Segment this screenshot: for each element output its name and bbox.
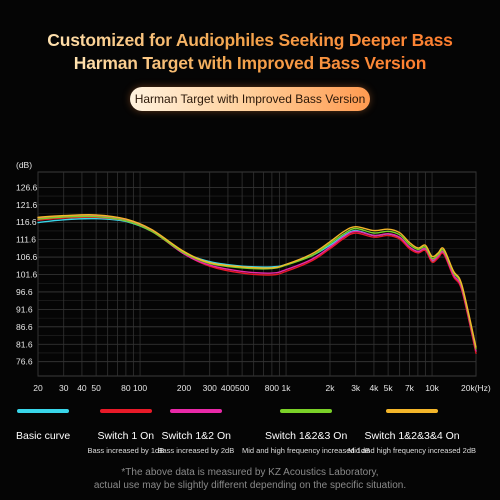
y-tick-label: 96.6 xyxy=(16,287,33,297)
version-badge: Harman Target with Improved Bass Version xyxy=(130,87,370,111)
series-line-switch-1-on xyxy=(37,216,477,354)
x-tick-label: 5k xyxy=(384,383,394,393)
x-tick-label: 80 xyxy=(121,383,131,393)
legend-description: Bass increased by 2dB xyxy=(157,446,235,455)
x-tick-label: 500 xyxy=(235,383,249,393)
y-tick-label: 86.6 xyxy=(16,322,33,332)
legend-swatch xyxy=(100,409,152,413)
x-tick-label: 1k xyxy=(282,383,292,393)
x-tick-label: 20k(Hz) xyxy=(461,383,491,393)
headline-line-1: Customized for Audiophiles Seeking Deepe… xyxy=(0,30,500,51)
y-tick-label: 91.6 xyxy=(16,304,33,314)
x-tick-label: 100 xyxy=(133,383,147,393)
y-tick-label: 111.6 xyxy=(16,235,36,245)
y-tick-label: 76.6 xyxy=(16,357,33,367)
footnote-line-1: *The above data is measured by KZ Acoust… xyxy=(121,467,379,478)
legend-label: Switch 1&2 On xyxy=(161,430,231,442)
legend-swatch xyxy=(170,409,222,413)
legend-label: Switch 1&2&3&4 On xyxy=(364,430,460,442)
legend-swatch xyxy=(280,409,332,413)
x-tick-label: 800 xyxy=(265,383,279,393)
legend-description: Mid and high frequency increased 2dB xyxy=(348,446,476,455)
y-axis-label: (dB) xyxy=(16,160,32,170)
x-tick-label: 4k xyxy=(369,383,379,393)
y-tick-label: 106.6 xyxy=(16,252,38,262)
footnote-line-2: actual use may be slightly different dep… xyxy=(93,480,407,491)
x-tick-label: 300 xyxy=(203,383,217,393)
headline-text-1: Customized for Audiophiles Seeking Deepe… xyxy=(47,30,453,50)
legend-label: Basic curve xyxy=(16,430,71,442)
y-tick-label: 126.6 xyxy=(16,182,38,192)
series-line-switch-1-2-3-on xyxy=(37,215,477,350)
legend-description: Mid and high frequency increased 1dB xyxy=(242,446,370,455)
legend-description: Bass increased by 1dB xyxy=(87,446,165,455)
y-tick-label: 121.6 xyxy=(16,200,38,210)
legend-swatch xyxy=(386,409,438,413)
series-line-basic-curve xyxy=(37,217,477,353)
y-tick-label: 116.6 xyxy=(16,217,37,227)
y-tick-label: 81.6 xyxy=(16,339,33,349)
x-tick-label: 30 xyxy=(59,383,69,393)
x-tick-label: 20 xyxy=(33,383,43,393)
series-line-switch-1-2-3-4-on xyxy=(37,214,477,348)
frequency-response-chart: 126.6 121.6 116.6 111.6 106.6 101.6 96.6 91.6 86… xyxy=(16,160,491,393)
x-tick-label: 40 xyxy=(77,383,87,393)
headline-text-2: Harman Target with Improved Bass Version xyxy=(73,53,427,73)
y-tick-label: 101.6 xyxy=(16,270,38,280)
x-tick-label: 2k xyxy=(326,383,336,393)
headline-line-2: Harman Target with Improved Bass Version xyxy=(0,53,500,74)
x-tick-label: 7k xyxy=(405,383,415,393)
x-tick-label: 400 xyxy=(221,383,235,393)
x-tick-label: 50 xyxy=(91,383,101,393)
x-tick-label: 200 xyxy=(177,383,191,393)
x-tick-label: 3k xyxy=(351,383,361,393)
x-tick-label: 10k xyxy=(425,383,439,393)
legend-label: Switch 1&2&3 On xyxy=(265,430,348,442)
legend-swatch xyxy=(17,409,69,413)
legend-label: Switch 1 On xyxy=(97,430,155,442)
